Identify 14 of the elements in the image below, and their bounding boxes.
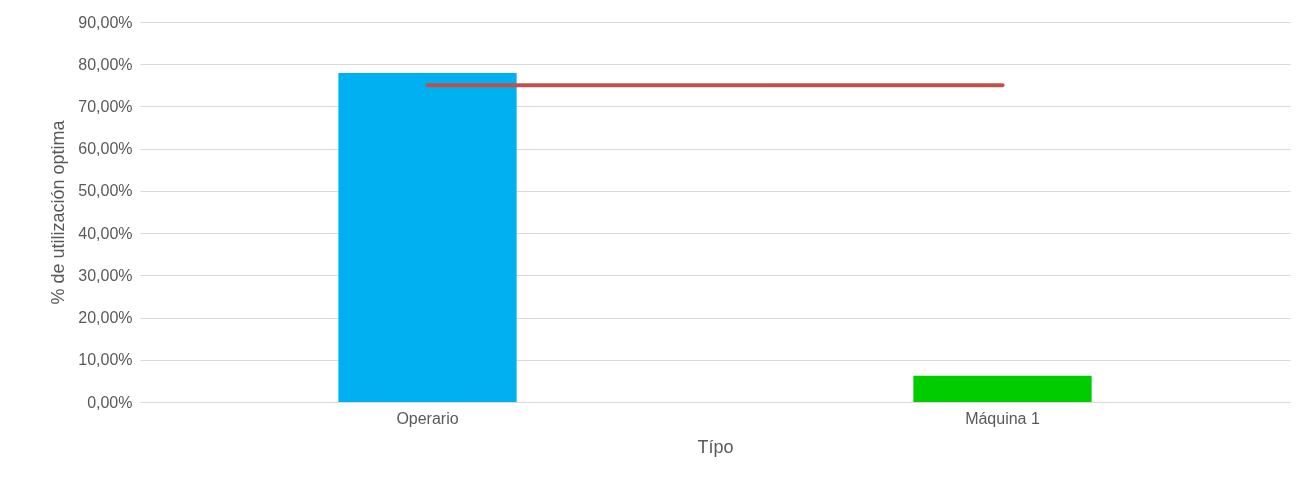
y-tick-label: 90,00% [78,13,133,31]
y-axis-title: % de utilización optima [48,119,69,305]
y-tick-label: 10,00% [78,351,133,369]
y-tick-label: 50,00% [78,182,133,200]
y-tick-label: 40,00% [78,224,133,242]
y-tick-label: 80,00% [78,55,133,73]
x-tick-label: Operario [396,409,459,427]
y-tick-label: 0,00% [87,393,133,411]
y-tick-label: 70,00% [78,97,133,115]
x-axis-title: Típo [697,436,734,457]
y-tick-label: 30,00% [78,266,133,284]
x-tick-label: Máquina 1 [965,409,1040,427]
y-tick-label: 60,00% [78,140,133,158]
y-tick-label: 20,00% [78,309,133,327]
